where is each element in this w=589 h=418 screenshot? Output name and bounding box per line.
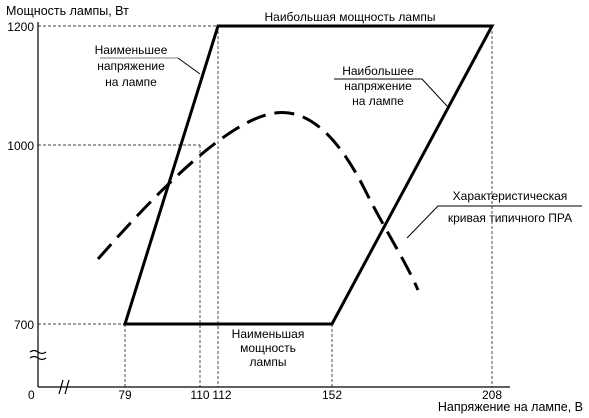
label-min-voltage-3: на лампе [105,75,157,89]
leader-curve [406,205,582,239]
label-max-voltage-2: напряжение [344,79,412,93]
label-max-voltage-3: на лампе [352,94,404,108]
x-tick-79: 79 [118,388,132,402]
x-axis-break [58,379,70,395]
label-curve-2: кривая типичного ПРА [448,211,572,225]
leader-max-voltage [334,78,448,107]
y-axis-label: Мощность лампы, Вт [6,4,129,18]
label-min-power-1: Наименьшая [232,327,305,341]
y-axis-break [29,349,47,361]
label-max-power: Наибольшая мощность лампы [265,10,436,24]
x-tick-208: 208 [482,388,502,402]
label-min-power-2: мощность [240,341,296,355]
leader-min-voltage [177,57,201,75]
y-tick-1000: 1000 [7,139,34,153]
label-curve-1: Характеристическая [453,189,568,203]
x-tick-112: 112 [212,388,231,402]
label-min-voltage-1: Наименьшее [95,43,168,57]
x-axis-label: Напряжение на лампе, В [438,400,583,414]
y-tick-1200: 1200 [7,20,34,34]
x-tick-152: 152 [322,388,342,402]
origin-label: 0 [28,388,35,402]
y-tick-700: 700 [14,318,34,332]
ballast-characteristic-curve [96,111,420,291]
label-min-power-3: лампы [249,355,286,369]
x-tick-110: 110 [190,388,209,402]
operating-window-boundary [122,24,495,326]
label-min-voltage-2: напряжение [97,59,165,73]
label-max-voltage-1: Наибольшее [342,64,414,78]
